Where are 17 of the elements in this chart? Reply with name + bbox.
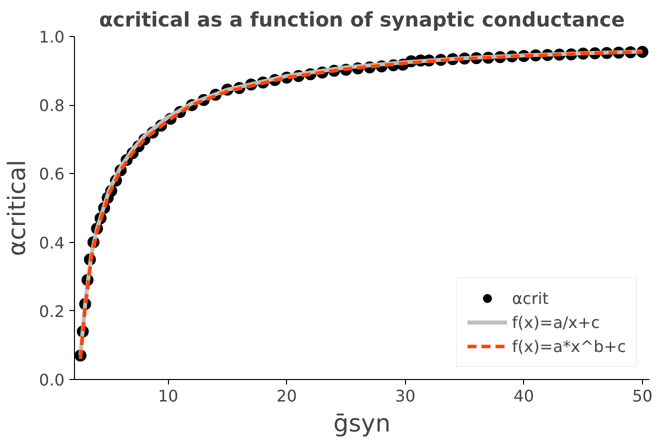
x-tick-label: 10 xyxy=(158,386,178,406)
x-tick-label: 30 xyxy=(395,386,416,406)
legend-label: f(x)=a/x+c xyxy=(512,312,600,332)
x-tick-label: 50 xyxy=(632,386,653,406)
y-tick-label: 0.8 xyxy=(39,96,65,116)
x-tick-label: 40 xyxy=(514,386,534,406)
y-tick-label: 0.6 xyxy=(39,164,65,184)
y-tick-label: 0.2 xyxy=(39,302,65,321)
y-axis-title: αcritical xyxy=(3,160,32,256)
x-tick-label: 20 xyxy=(276,386,297,406)
y-tick-label: 1.0 xyxy=(39,28,65,46)
chart-title: αcritical as a function of synaptic conductance xyxy=(99,8,625,32)
x-axis-title: ḡsyn xyxy=(333,410,391,438)
y-tick-label: 0.4 xyxy=(39,233,65,252)
legend-label: f(x)=a*x^b+c xyxy=(512,336,626,356)
y-tick-label: 0.0 xyxy=(39,370,65,390)
legend-label: αcrit xyxy=(512,288,549,308)
